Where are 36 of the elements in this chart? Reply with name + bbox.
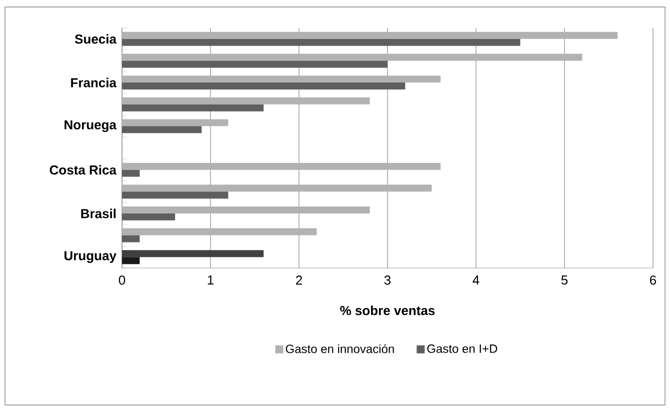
x-tick-label: 5	[561, 276, 568, 285]
bar	[122, 76, 441, 83]
bar	[122, 97, 370, 104]
bar	[122, 206, 370, 214]
x-tick-label: 6	[650, 276, 656, 285]
y-tick-label: Noruega	[64, 120, 117, 132]
bar	[122, 257, 140, 264]
y-tick-label: Francia	[71, 78, 117, 88]
legend-label: Gasto en innovación	[286, 344, 394, 354]
bar	[122, 60, 388, 68]
x-tick-label: 2	[296, 276, 302, 285]
x-axis-title: % sobre ventas	[340, 306, 435, 316]
bar	[122, 54, 582, 61]
x-tick-label: 4	[472, 276, 480, 284]
legend-label: Gasto en I+D	[427, 344, 498, 353]
bar	[122, 235, 140, 242]
bar	[122, 82, 406, 90]
bar	[122, 192, 228, 199]
bar	[122, 213, 176, 220]
x-tick-label: 0	[118, 276, 126, 285]
x-tick-label: 1	[208, 276, 214, 284]
bar	[122, 104, 264, 112]
bar	[122, 32, 618, 39]
bar	[122, 184, 432, 192]
y-tick-label: Brasil	[81, 208, 116, 218]
y-tick-label: Suecia	[74, 34, 117, 44]
bar	[122, 38, 520, 46]
bar	[122, 170, 140, 177]
bar	[122, 250, 264, 258]
bar	[122, 119, 228, 126]
y-tick-label: Costa Rica	[50, 165, 117, 175]
bar	[122, 162, 441, 170]
y-tick-label: Uruguay	[64, 251, 116, 263]
bar	[122, 126, 202, 134]
bar	[122, 228, 317, 236]
x-tick-label: 3	[384, 276, 391, 285]
